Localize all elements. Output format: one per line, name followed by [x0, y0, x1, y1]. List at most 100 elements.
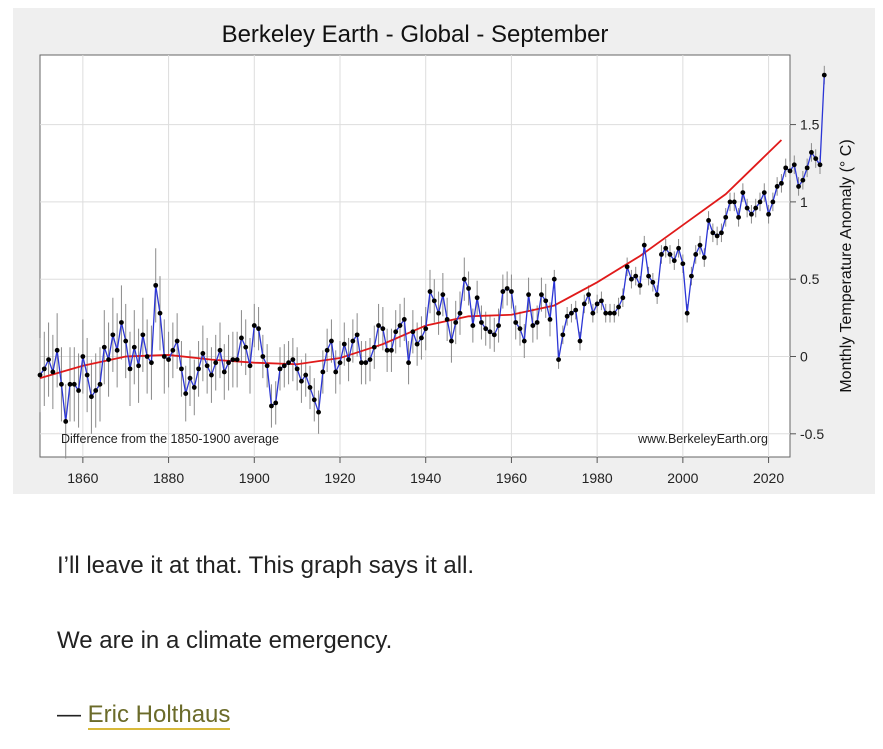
data-point — [620, 295, 626, 301]
data-point — [731, 199, 737, 205]
data-point — [316, 409, 321, 415]
plot-area — [39, 54, 791, 458]
y-tick-label: 0 — [800, 349, 808, 365]
data-point — [581, 301, 587, 307]
data-point — [286, 360, 291, 366]
data-point — [804, 165, 810, 171]
data-point — [67, 381, 73, 387]
data-point — [153, 282, 159, 288]
x-tick-label: 1960 — [496, 470, 527, 486]
data-point — [539, 292, 544, 298]
data-point — [341, 341, 347, 347]
data-point — [123, 338, 129, 344]
data-point — [633, 273, 639, 279]
y-axis: -0.5 0 0.5 1 1.5 — [790, 117, 824, 442]
data-point — [564, 313, 570, 319]
data-point — [719, 230, 724, 236]
data-point — [817, 162, 823, 168]
data-point — [76, 388, 81, 393]
data-point — [577, 338, 583, 344]
signature-dash: — — [57, 701, 88, 728]
data-point — [449, 338, 454, 344]
data-point — [676, 245, 681, 251]
data-point — [779, 180, 784, 186]
data-point — [547, 316, 553, 322]
data-point — [389, 347, 394, 353]
data-point — [543, 298, 549, 304]
data-point — [63, 419, 69, 424]
data-point — [414, 341, 420, 347]
data-point — [457, 310, 463, 316]
data-point — [650, 279, 656, 285]
x-tick-label: 1980 — [582, 470, 613, 486]
y-tick-label: -0.5 — [800, 426, 824, 442]
data-point — [97, 381, 103, 387]
data-point — [551, 276, 557, 282]
data-point — [243, 344, 249, 350]
anomaly-line — [39, 75, 825, 422]
data-point — [234, 357, 240, 362]
data-point — [89, 394, 94, 400]
data-point — [131, 344, 137, 350]
data-point — [427, 289, 433, 294]
data-point — [110, 332, 116, 338]
data-point — [616, 304, 621, 310]
data-point — [796, 184, 801, 189]
data-point — [71, 381, 77, 387]
data-point — [337, 360, 343, 366]
data-point — [106, 357, 111, 362]
data-point — [376, 323, 381, 328]
y-tick-label: 1.5 — [800, 117, 820, 133]
data-point — [46, 357, 51, 362]
data-point — [397, 323, 403, 328]
data-point — [161, 354, 167, 359]
data-point — [736, 214, 741, 220]
data-point — [491, 332, 497, 338]
data-point — [590, 310, 596, 316]
data-point — [667, 252, 673, 257]
data-point — [363, 360, 369, 366]
data-point — [821, 72, 827, 78]
data-point — [260, 354, 266, 359]
data-point — [281, 363, 287, 369]
chart: Berkeley Earth - Global - September 1860… — [37, 21, 855, 486]
data-point — [273, 400, 279, 406]
data-point — [783, 165, 789, 171]
data-point — [84, 372, 90, 378]
data-point — [659, 252, 664, 257]
data-point — [624, 264, 630, 270]
data-point — [393, 329, 399, 335]
article-paragraph-2: We are in a climate emergency. — [57, 627, 393, 654]
data-point — [431, 298, 437, 304]
data-point — [93, 388, 99, 393]
data-point — [637, 282, 643, 288]
data-point — [174, 338, 180, 344]
data-point — [213, 360, 219, 366]
data-point — [487, 329, 493, 335]
data-point — [513, 320, 519, 325]
data-point — [114, 347, 120, 353]
data-point — [37, 372, 43, 378]
anomaly-series — [39, 75, 825, 422]
data-point — [569, 310, 574, 316]
data-point — [594, 301, 600, 307]
data-point — [753, 205, 759, 211]
data-point — [251, 323, 257, 328]
data-point — [191, 385, 197, 390]
data-point — [611, 310, 617, 316]
data-point — [204, 363, 210, 369]
data-point — [761, 190, 767, 196]
data-point — [671, 258, 677, 264]
data-point — [419, 335, 424, 341]
data-point — [346, 357, 351, 362]
data-point — [521, 338, 527, 344]
data-point — [350, 338, 356, 344]
author-link[interactable]: Eric Holthaus — [87, 701, 231, 730]
data-point — [701, 255, 707, 260]
y-tick-label: 0.5 — [800, 271, 820, 287]
data-point — [119, 320, 124, 325]
data-point — [324, 347, 330, 353]
data-point — [299, 378, 304, 384]
data-point — [479, 320, 484, 325]
data-point — [474, 295, 480, 301]
